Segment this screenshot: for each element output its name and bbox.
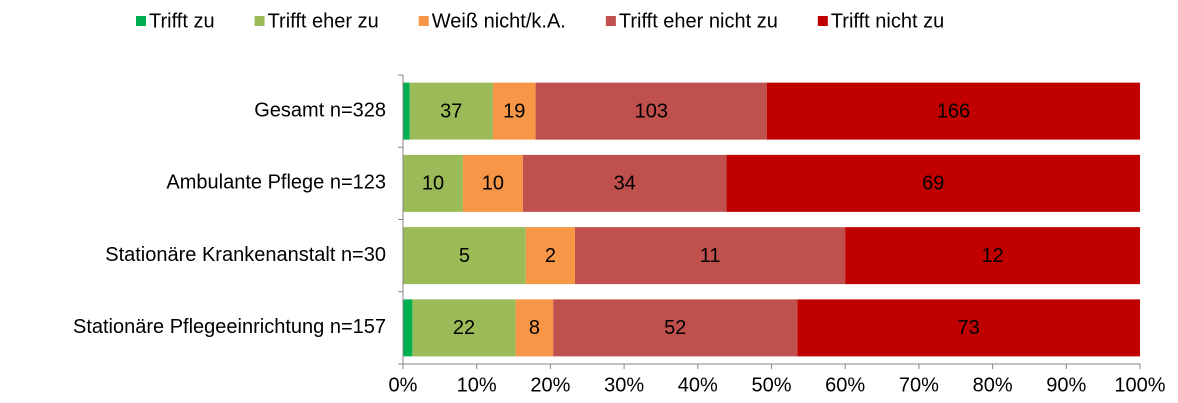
bar-segment [525, 227, 575, 285]
data-label: 10 [482, 173, 504, 195]
data-label: 73 [958, 317, 980, 339]
bar-segment [845, 227, 1140, 285]
y-tick-label: Gesamt n=328 [254, 99, 386, 121]
data-label: 5 [459, 245, 470, 267]
data-label: 2 [545, 245, 556, 267]
bar-segment [726, 154, 1140, 212]
data-label: 19 [503, 100, 525, 122]
x-tick-label: 80% [973, 374, 1013, 396]
data-label: 52 [664, 317, 686, 339]
legend-label: Trifft nicht zu [831, 10, 944, 32]
legend-label: Weiß nicht/k.A. [432, 10, 566, 32]
legend-swatch [605, 16, 616, 26]
bar-segment [535, 82, 768, 140]
data-label: 22 [453, 317, 475, 339]
bar-segment [462, 154, 523, 212]
bar-segment [412, 299, 516, 357]
bar-segment [515, 299, 554, 357]
data-label: 10 [422, 173, 444, 195]
legend-swatch [136, 16, 146, 26]
x-tick-label: 70% [899, 374, 939, 396]
y-tick-label: Ambulante Pflege n=123 [166, 172, 386, 194]
legend-label: Trifft eher zu [268, 10, 379, 32]
bar-segment [403, 299, 413, 357]
y-tick-label: Stationäre Krankenanstalt n=30 [105, 244, 386, 266]
data-label: 69 [922, 173, 944, 195]
x-tick-label: 30% [604, 374, 644, 396]
data-label: 166 [937, 100, 970, 122]
legend-swatch [418, 16, 429, 26]
legend-swatch [817, 16, 828, 26]
data-label: 37 [440, 100, 462, 122]
bar-segment [553, 299, 798, 357]
data-label: 12 [981, 245, 1003, 267]
legend-label: Trifft zu [149, 10, 215, 32]
x-tick-label: 50% [751, 374, 791, 396]
x-tick-label: 90% [1046, 374, 1086, 396]
y-tick-label: Stationäre Pflegeeinrichtung n=157 [73, 316, 386, 338]
x-tick-label: 100% [1114, 374, 1165, 396]
x-tick-label: 0% [389, 374, 418, 396]
bar-segment [403, 154, 463, 212]
bar-segment [403, 227, 526, 285]
data-label: 103 [635, 100, 668, 122]
x-tick-label: 20% [530, 374, 570, 396]
legend-swatch [254, 16, 265, 26]
bar-segment [492, 82, 536, 140]
bar-segment [522, 154, 727, 212]
bar-segment [403, 82, 410, 140]
x-tick-label: 10% [457, 374, 497, 396]
data-label: 34 [614, 173, 636, 195]
bar-segment [574, 227, 846, 285]
bar-segment [409, 82, 493, 140]
data-label: 11 [700, 245, 721, 267]
data-label: 8 [529, 317, 540, 339]
bar-segment [767, 82, 1140, 140]
bar-segment [797, 299, 1140, 357]
x-tick-label: 40% [678, 374, 718, 396]
legend-label: Trifft eher nicht zu [619, 10, 778, 32]
x-tick-label: 60% [825, 374, 865, 396]
